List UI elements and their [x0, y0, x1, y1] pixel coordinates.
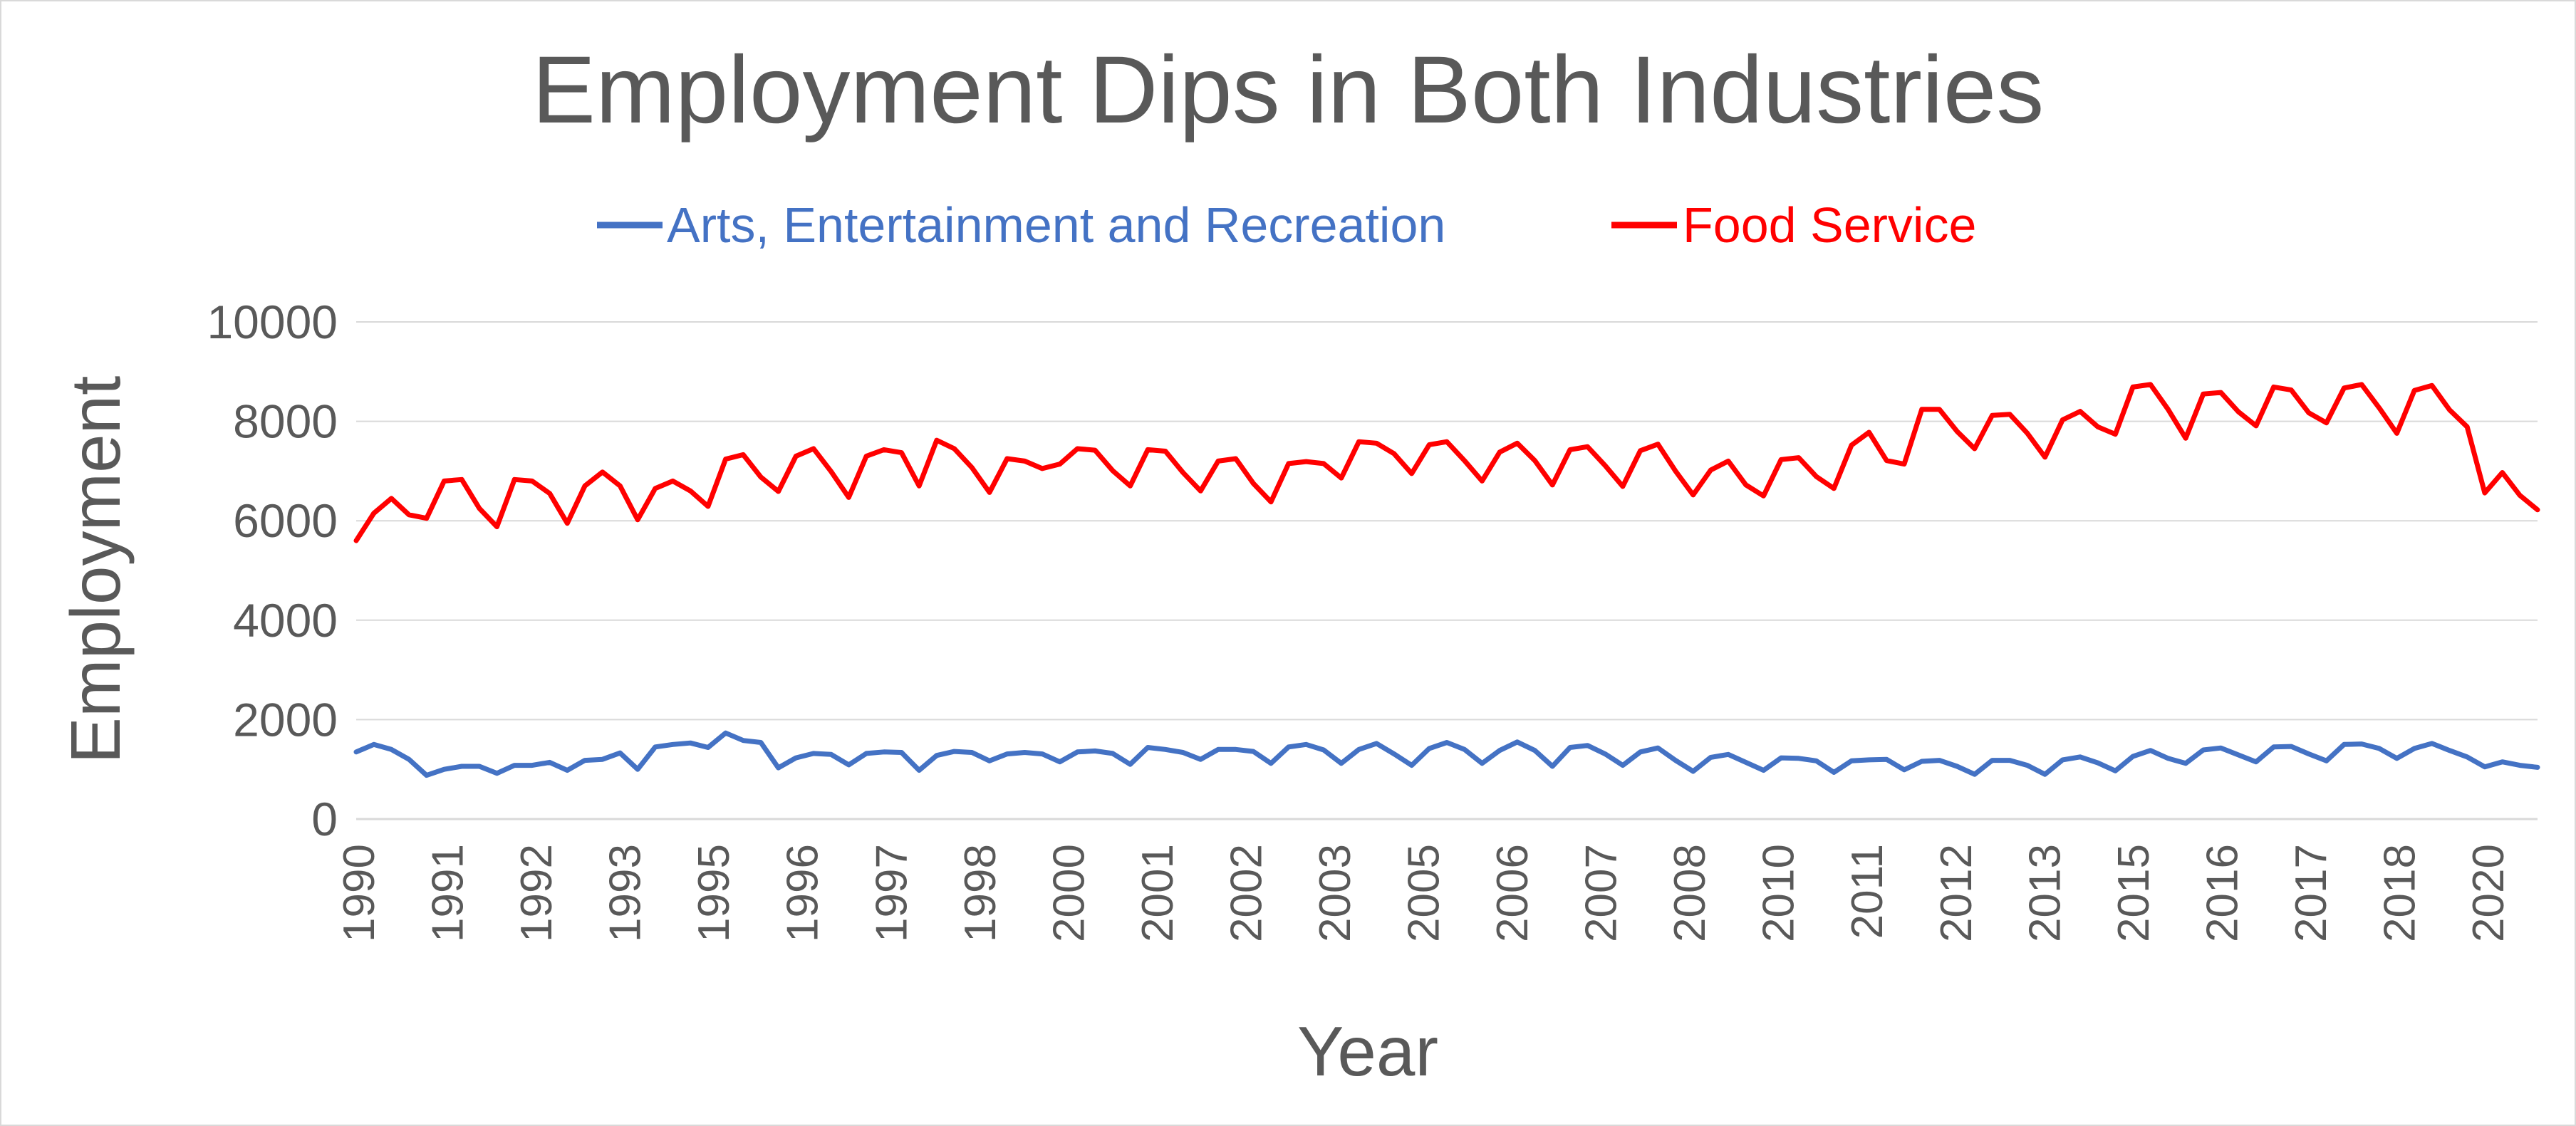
x-axis-title: Year — [1297, 1012, 1438, 1090]
x-tick-label: 2017 — [2287, 844, 2336, 942]
legend: Arts, Entertainment and Recreation Food … — [597, 197, 1976, 253]
x-tick-label: 1998 — [956, 844, 1005, 942]
x-tick-label: 1996 — [779, 844, 828, 942]
x-tick-label: 2018 — [2375, 844, 2424, 942]
x-tick-label: 2000 — [1044, 844, 1094, 942]
series-lines — [353, 382, 2540, 778]
chart-title: Employment Dips in Both Industries — [532, 37, 2045, 143]
legend-label-food-service: Food Service — [1683, 197, 1976, 253]
x-tick-label: 2011 — [1843, 844, 1892, 939]
x-tick-label: 2013 — [2020, 844, 2069, 942]
series-line-arts — [353, 730, 2540, 778]
y-tick-label: 10000 — [207, 296, 338, 348]
x-tick-label: 2008 — [1666, 844, 1715, 942]
x-tick-label: 2016 — [2198, 844, 2247, 942]
x-tick-label: 2001 — [1133, 844, 1183, 942]
y-tick-label: 0 — [311, 793, 338, 845]
legend-label-arts: Arts, Entertainment and Recreation — [667, 197, 1445, 253]
x-tick-label: 2010 — [1755, 844, 1804, 942]
y-tick-label: 6000 — [233, 494, 338, 547]
x-tick-label: 1993 — [601, 844, 650, 942]
x-tick-label: 1990 — [335, 844, 384, 942]
x-tick-label: 1992 — [512, 844, 561, 942]
y-tick-label: 2000 — [233, 693, 338, 746]
x-tick-label: 1991 — [424, 844, 473, 942]
y-tick-label: 4000 — [233, 594, 338, 647]
x-tick-label: 1997 — [867, 844, 916, 942]
x-axis-ticks: 1990 1991 1992 1993 1995 1996 1997 1998 2000 2001… — [335, 844, 2513, 942]
y-tick-label: 8000 — [233, 395, 338, 448]
x-tick-label: 2002 — [1222, 844, 1271, 942]
y-axis-title: Employment — [56, 376, 135, 764]
x-tick-label: 2020 — [2464, 844, 2513, 942]
x-tick-label: 2003 — [1311, 844, 1360, 942]
x-tick-label: 2006 — [1488, 844, 1537, 942]
x-tick-label: 2015 — [2109, 844, 2159, 942]
x-tick-label: 1995 — [690, 844, 739, 942]
x-tick-label: 2007 — [1577, 844, 1626, 942]
y-axis-ticks: 0 2000 4000 6000 8000 10000 — [207, 296, 338, 845]
x-tick-label: 2005 — [1400, 844, 1449, 942]
x-tick-label: 2012 — [1932, 844, 1981, 942]
series-line-food-service — [353, 382, 2540, 543]
